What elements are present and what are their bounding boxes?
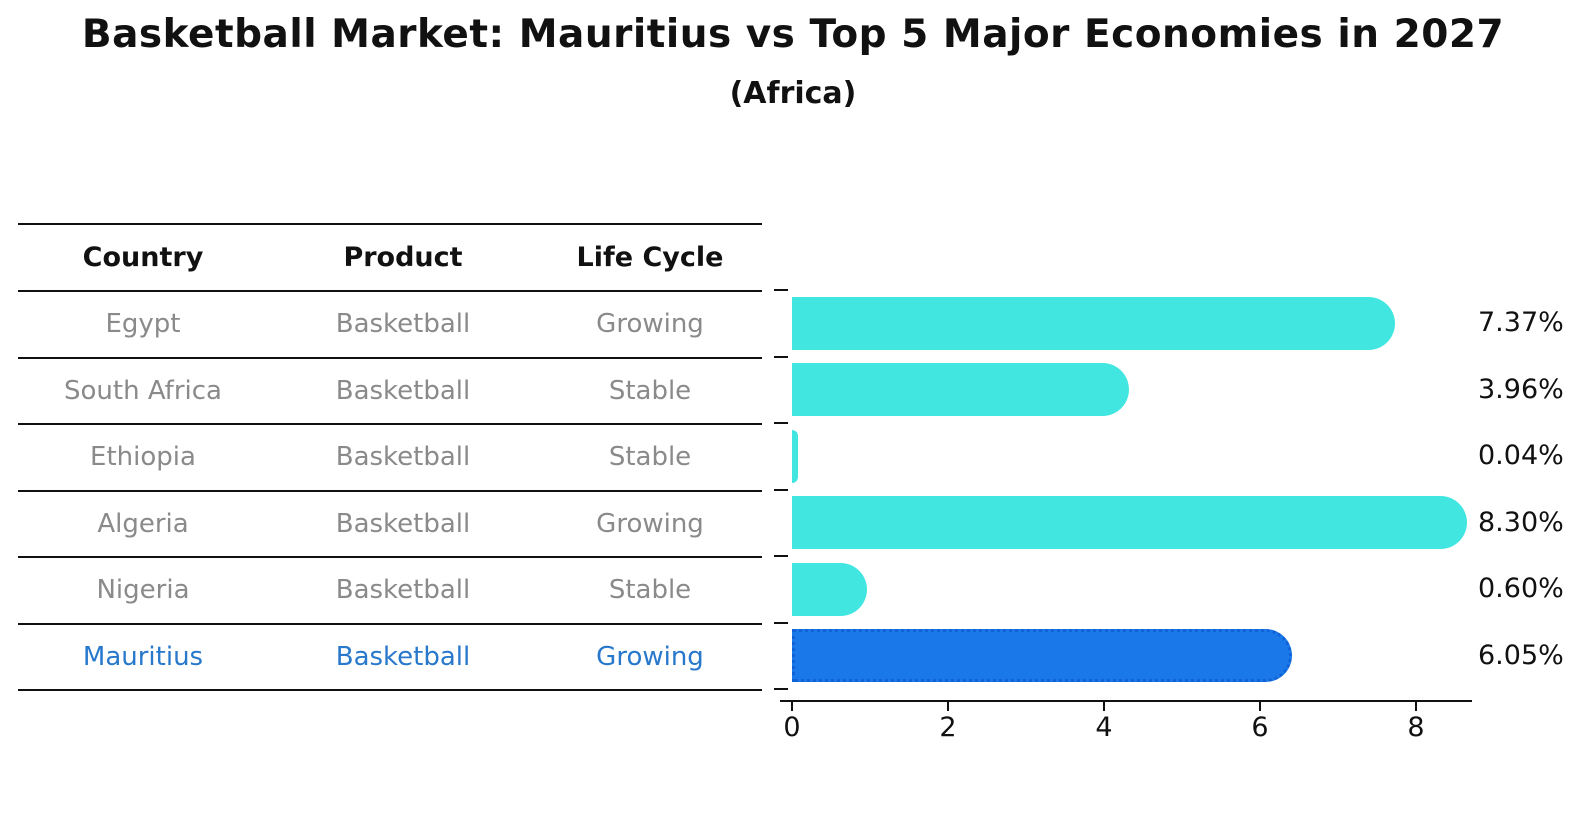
table-row: Ethiopia Basketball Stable xyxy=(18,425,762,492)
x-axis-tick-label: 2 xyxy=(939,712,957,743)
x-axis-tick xyxy=(1415,702,1417,711)
cell-country: Ethiopia xyxy=(90,442,196,473)
bar-band xyxy=(792,623,1492,690)
cell-country: Nigeria xyxy=(96,575,190,606)
bar-band xyxy=(792,423,1492,490)
cell-country: Algeria xyxy=(97,508,189,539)
table-header-row: Country Product Life Cycle xyxy=(18,225,762,292)
x-axis-tick-label: 6 xyxy=(1251,712,1269,743)
cell-country: Mauritius xyxy=(82,641,204,672)
bar-value-label: 0.60% xyxy=(1478,573,1564,604)
cell-life-cycle: Stable xyxy=(608,375,692,406)
bar-value-label: 6.05% xyxy=(1478,639,1564,671)
x-axis-tick-label: 0 xyxy=(783,712,801,743)
bar-band xyxy=(792,357,1492,424)
cell-life-cycle: Growing xyxy=(596,508,704,539)
x-axis-tick xyxy=(947,702,949,711)
x-axis-tick xyxy=(1103,702,1105,711)
cell-product: Basketball xyxy=(335,442,471,473)
bar-mauritius xyxy=(792,629,1292,683)
bar-band xyxy=(792,290,1492,357)
bar-band xyxy=(792,490,1492,557)
y-axis-tick xyxy=(774,355,788,358)
chart-subtitle: (Africa) xyxy=(729,76,857,111)
cell-product: Basketball xyxy=(335,508,471,539)
y-axis-tick xyxy=(774,555,788,557)
cell-product: Basketball xyxy=(335,641,471,672)
cell-life-cycle: Growing xyxy=(596,309,704,340)
bar-value-label: 7.37% xyxy=(1478,307,1564,338)
y-axis-tick xyxy=(774,488,788,491)
cell-life-cycle: Stable xyxy=(608,575,692,606)
bar-south-africa xyxy=(792,363,1129,417)
y-axis-tick xyxy=(774,289,788,291)
comparison-table: Country Product Life Cycle Egypt Basketb… xyxy=(18,223,762,691)
y-axis-tick xyxy=(774,422,788,424)
bar-value-labels: 7.37% 3.96% 0.04% 8.30% 0.60% 6.05% xyxy=(1478,290,1586,689)
cell-product: Basketball xyxy=(335,575,471,606)
cell-country: South Africa xyxy=(64,375,222,406)
chart-title: Basketball Market: Mauritius vs Top 5 Ma… xyxy=(81,12,1505,57)
table-row: Mauritius Basketball Growing xyxy=(18,625,762,691)
x-axis-tick-label: 4 xyxy=(1095,712,1113,743)
column-header-country: Country xyxy=(82,242,204,273)
x-axis-tick xyxy=(1259,702,1261,711)
x-axis-tick-label: 8 xyxy=(1407,712,1425,743)
cell-product: Basketball xyxy=(335,309,471,340)
cell-product: Basketball xyxy=(335,375,471,406)
y-axis-tick xyxy=(774,688,788,690)
cell-life-cycle: Growing xyxy=(596,641,704,672)
column-header-product: Product xyxy=(343,242,463,273)
x-axis-tick xyxy=(791,702,793,711)
cell-life-cycle: Stable xyxy=(608,442,692,473)
bar-band xyxy=(792,556,1492,623)
x-axis-line xyxy=(780,700,1472,702)
table-row: Egypt Basketball Growing xyxy=(18,292,762,359)
bar-nigeria xyxy=(792,562,867,616)
y-axis-tick xyxy=(774,621,788,624)
bar-ethiopia xyxy=(792,429,799,483)
table-row: Algeria Basketball Growing xyxy=(18,492,762,558)
bar-value-label: 3.96% xyxy=(1478,373,1564,405)
bar-value-label: 0.04% xyxy=(1478,440,1564,471)
column-header-life-cycle: Life Cycle xyxy=(576,242,724,273)
table-row: South Africa Basketball Stable xyxy=(18,359,762,425)
bar-plot-area xyxy=(774,289,1492,690)
bar-value-label: 8.30% xyxy=(1478,506,1564,538)
bar-egypt xyxy=(792,296,1395,350)
bar-algeria xyxy=(792,496,1468,550)
cell-country: Egypt xyxy=(105,309,181,340)
table-row: Nigeria Basketball Stable xyxy=(18,558,762,625)
